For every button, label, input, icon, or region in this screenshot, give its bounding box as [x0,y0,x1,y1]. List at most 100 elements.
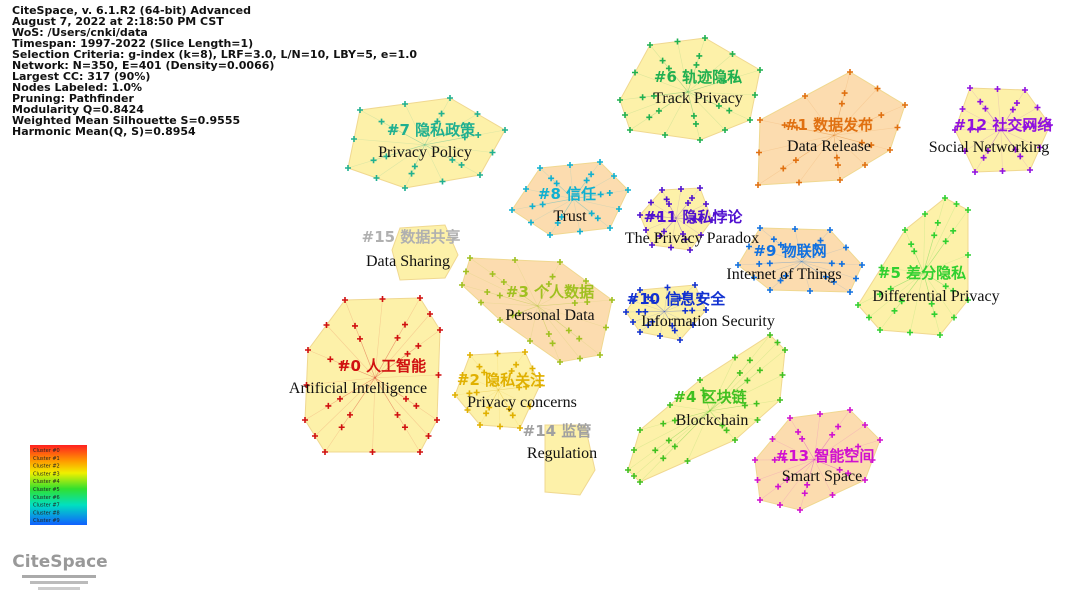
node [980,154,987,161]
node [690,322,696,328]
node [639,94,646,101]
edge [753,261,802,278]
node [807,288,813,294]
edge [374,377,407,400]
node [351,136,357,142]
edge [487,291,538,307]
edge [687,76,737,93]
node [497,317,503,323]
node [322,449,328,455]
edge [801,261,832,264]
edge [923,272,955,318]
node [515,310,522,316]
node [755,182,761,188]
node [756,260,763,267]
node [642,308,649,315]
cluster-name: Privacy Policy [378,144,472,161]
edge [372,377,376,453]
node [352,322,358,329]
edge [784,124,834,136]
node [680,231,686,237]
cluster-label: #7 隐私政策 [387,121,476,139]
edge [492,273,538,307]
node [357,107,363,113]
node [866,117,873,124]
node [898,298,905,305]
info-line: Pruning: Pathfinder [12,92,134,105]
edge [659,311,665,337]
node [394,411,401,418]
edge [542,198,574,205]
info-line: Nodes Labeled: 1.0% [12,81,143,94]
edge [664,298,680,312]
edge [573,198,581,232]
edge [532,198,574,207]
node [677,337,683,343]
edge [794,228,802,262]
edge [1000,128,1041,148]
edge [624,91,688,116]
edge [499,295,538,307]
edge [814,426,839,460]
node [977,98,984,105]
node [766,260,773,267]
edge [537,305,570,331]
node [449,156,456,163]
node [691,216,697,222]
edge [785,261,802,277]
node [665,437,672,444]
node [703,307,709,313]
node [781,456,788,463]
edge [537,280,587,307]
edge [659,217,677,237]
edge [795,135,834,161]
edge [801,261,842,265]
node [637,212,643,218]
edge [675,202,689,219]
node [822,273,829,280]
edge [664,311,673,326]
node [965,207,971,213]
node [459,372,466,378]
node [834,162,841,169]
node [894,124,901,131]
node [402,321,408,328]
cluster-name: Blockchain [676,412,749,429]
info-panel: CiteSpace, v. 6.1.R2 (64-bit) Advanced Au… [12,5,417,137]
edge [663,410,710,459]
node [689,307,696,314]
node [577,355,583,362]
edge [779,459,815,506]
edge [373,144,425,161]
edge [633,410,710,477]
edge [997,88,1002,130]
cluster-label: #3 个人数据 [506,283,594,301]
node [1013,100,1020,107]
node [477,172,483,178]
node [942,238,949,245]
node [408,170,415,177]
edge [658,91,689,112]
node [911,248,918,255]
node [584,299,591,305]
node [553,180,560,187]
node [697,377,703,383]
node [701,392,708,399]
node [868,142,875,149]
edge [687,91,695,117]
node [782,272,789,279]
edge [833,103,843,136]
edge [569,164,574,199]
node [649,318,656,325]
node [506,406,513,412]
info-line: Network: N=350, E=401 (Density=0.0066) [12,59,275,72]
edge [374,377,406,428]
node [509,207,515,213]
edge [668,203,677,219]
node [527,338,533,344]
edge [632,311,665,323]
node [928,300,935,307]
edge [923,254,969,273]
node [862,162,868,168]
node [967,126,974,133]
